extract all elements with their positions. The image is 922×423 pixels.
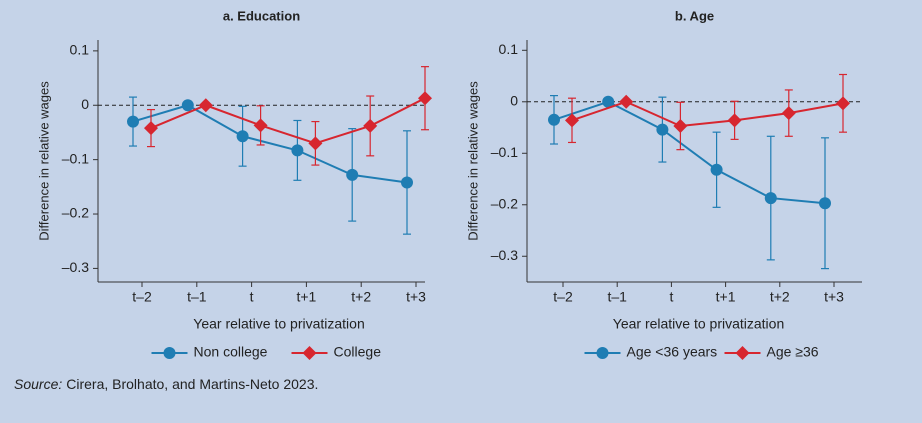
x-tick-label: t–1 <box>607 289 627 305</box>
legend-label: Age <36 years <box>627 344 718 360</box>
y-axis-label: Difference in relative wages <box>465 81 480 241</box>
point <box>363 118 378 133</box>
x-axis-label: Year relative to privatization <box>613 316 784 332</box>
legend-marker <box>596 347 609 359</box>
legend-marker <box>302 346 317 360</box>
point <box>764 192 777 205</box>
series-line <box>553 100 826 205</box>
y-tick-label: –0.3 <box>491 247 518 263</box>
point <box>710 163 723 176</box>
legend-marker <box>735 346 750 360</box>
point <box>144 121 158 136</box>
point <box>198 98 213 113</box>
series-line <box>571 100 844 128</box>
source: Source: Cirera, Brolhato, and Martins-Net… <box>14 376 318 392</box>
point <box>727 113 742 128</box>
y-tick-label: –0.3 <box>62 259 89 275</box>
x-tick-label: t <box>250 289 254 305</box>
point <box>656 123 669 136</box>
y-tick-label: –0.1 <box>491 144 518 160</box>
x-tick-label: t–2 <box>553 289 573 305</box>
point <box>565 113 579 128</box>
x-tick-label: t+3 <box>824 289 844 305</box>
point <box>291 144 304 157</box>
x-tick-label: t–1 <box>187 289 207 305</box>
series-line <box>132 104 408 184</box>
legend-label: College <box>334 344 382 360</box>
series-line <box>150 97 426 145</box>
point <box>253 118 268 133</box>
point <box>781 106 796 121</box>
point <box>602 95 615 108</box>
x-tick-label: t+2 <box>770 289 790 305</box>
x-tick-label: t+3 <box>406 289 426 305</box>
panel-title: b. Age <box>675 8 714 23</box>
x-axis-label: Year relative to privatization <box>193 316 364 332</box>
point <box>418 91 432 106</box>
x-tick-label: t+1 <box>716 289 736 305</box>
point <box>236 130 249 143</box>
y-tick-label: –0.2 <box>62 205 89 221</box>
x-tick-label: t+2 <box>351 289 371 305</box>
y-tick-label: –0.1 <box>62 150 89 166</box>
legend-marker <box>163 347 176 359</box>
point <box>127 115 139 128</box>
point <box>836 96 850 111</box>
point <box>308 136 323 151</box>
y-tick-label: 0 <box>510 92 518 108</box>
point <box>619 94 634 109</box>
y-tick-label: 0.1 <box>70 42 90 58</box>
point <box>181 99 194 112</box>
x-tick-label: t+1 <box>296 289 316 305</box>
y-tick-label: 0.1 <box>499 41 519 57</box>
x-tick-label: t–2 <box>132 289 152 305</box>
point <box>819 197 831 210</box>
y-tick-label: –0.2 <box>491 195 518 211</box>
y-tick-label: 0 <box>81 96 89 112</box>
point <box>346 168 359 181</box>
point <box>673 118 688 133</box>
point <box>548 113 560 126</box>
source-label: Source: <box>14 376 62 392</box>
y-axis-label: Difference in relative wages <box>36 81 51 241</box>
point <box>401 176 413 189</box>
x-tick-label: t <box>669 289 673 305</box>
source-text: Cirera, Brolhato, and Martins-Neto 2023. <box>66 376 318 392</box>
legend-label: Non college <box>194 344 268 360</box>
legend-label: Age ≥36 <box>767 344 819 360</box>
panel-title: a. Education <box>223 8 300 23</box>
